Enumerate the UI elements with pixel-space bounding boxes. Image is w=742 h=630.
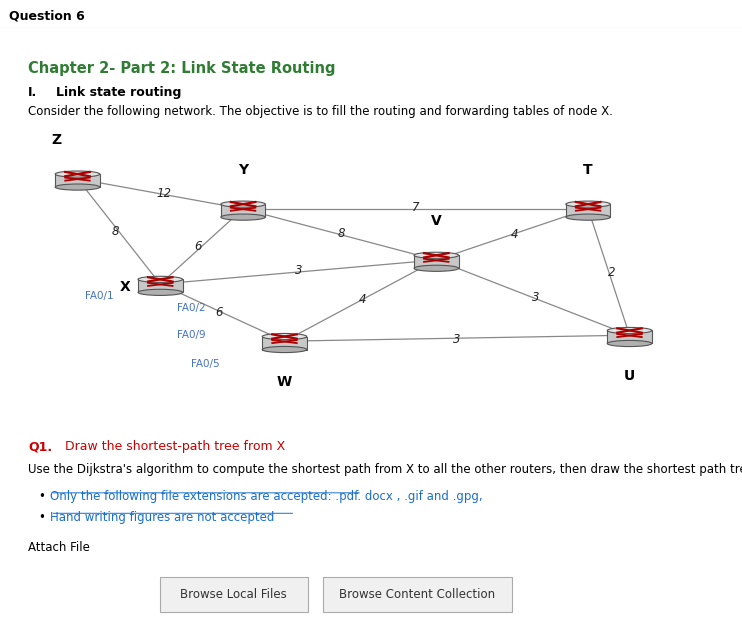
Ellipse shape [414,252,459,258]
Bar [414,255,459,268]
Bar [138,279,183,292]
Text: V: V [431,214,441,228]
Text: Consider the following network. The objective is to fill the routing and forward: Consider the following network. The obje… [28,105,613,118]
Text: T: T [583,163,593,177]
Bar [607,331,651,343]
Bar [221,204,266,217]
Ellipse shape [138,289,183,295]
Ellipse shape [566,201,611,207]
Text: 2: 2 [608,265,615,278]
Text: Browse Content Collection: Browse Content Collection [339,588,496,601]
Text: Chapter 2- Part 2: Link State Routing: Chapter 2- Part 2: Link State Routing [28,62,335,76]
Text: W: W [277,375,292,389]
Text: 3: 3 [295,265,302,277]
Text: Use the Dijkstra's algorithm to compute the shortest path from X to all the othe: Use the Dijkstra's algorithm to compute … [28,463,742,476]
Text: FA0/1: FA0/1 [85,291,114,301]
Text: 7: 7 [412,201,419,214]
Text: •: • [39,490,45,503]
Text: FA0/2: FA0/2 [177,303,206,313]
Text: FA0/5: FA0/5 [191,359,220,369]
Bar [160,577,308,612]
Text: 8: 8 [338,227,345,240]
Text: X: X [119,280,130,294]
Ellipse shape [262,346,306,353]
Text: U: U [624,369,635,383]
Text: 3: 3 [453,333,461,346]
Ellipse shape [138,277,183,282]
Text: Question 6: Question 6 [9,9,85,22]
Text: 4: 4 [358,294,366,306]
Text: I.: I. [28,86,37,98]
Text: Only the following file extensions are accepted: .pdf. docx , .gif and .gpg,: Only the following file extensions are a… [50,490,483,503]
Text: Draw the shortest-path tree from X: Draw the shortest-path tree from X [61,440,285,454]
Text: 8: 8 [112,225,119,238]
Ellipse shape [607,328,651,333]
Ellipse shape [55,171,99,177]
Bar [262,336,306,350]
Ellipse shape [414,265,459,272]
Ellipse shape [221,201,266,207]
Text: Hand writing figures are not accepted: Hand writing figures are not accepted [50,511,275,524]
Text: Attach File: Attach File [28,541,90,554]
Ellipse shape [55,184,99,190]
Ellipse shape [566,214,611,220]
Text: •: • [39,511,45,524]
Ellipse shape [262,333,306,340]
Text: FA0/9: FA0/9 [177,330,206,340]
Text: 6: 6 [194,240,202,253]
Text: 4: 4 [511,227,519,241]
Text: 12: 12 [156,187,171,200]
Text: Z: Z [52,133,62,147]
Text: 3: 3 [531,291,539,304]
Ellipse shape [221,214,266,220]
Text: Browse Local Files: Browse Local Files [180,588,287,601]
Bar [566,204,611,217]
Ellipse shape [607,340,651,347]
Bar [323,577,512,612]
Bar [55,174,99,187]
Text: Link state routing: Link state routing [56,86,181,98]
Text: 6: 6 [215,306,223,319]
Text: Q1.: Q1. [28,440,53,454]
Text: Y: Y [238,163,248,177]
